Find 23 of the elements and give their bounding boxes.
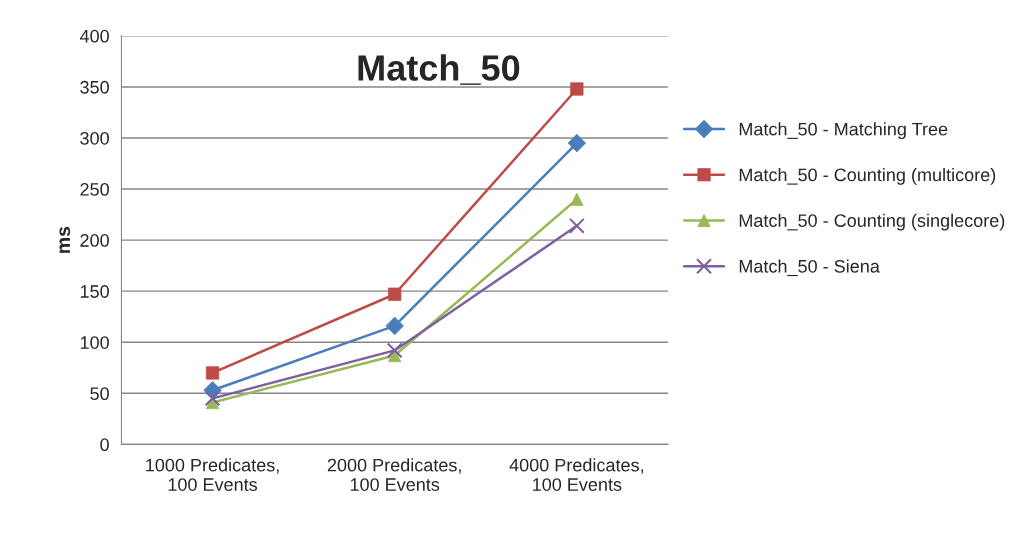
x-tick-label: 2000 Predicates, 100 Events <box>327 458 461 491</box>
y-tick-label: 250 <box>80 182 109 196</box>
y-tick-label: 150 <box>80 285 109 298</box>
y-tick-label: 400 <box>79 29 109 43</box>
point <box>568 217 585 234</box>
point <box>386 342 403 359</box>
x-tick-label: 1000 Predicates, 100 Events <box>146 458 279 491</box>
y-tick-label: 300 <box>80 131 109 145</box>
point <box>388 287 402 301</box>
x-tick-label: 4000 Predicates, 100 Events <box>509 458 643 491</box>
y-tick-label: 350 <box>80 80 109 94</box>
point <box>204 390 221 407</box>
legend-label: Match_50 - Counting (multicore) <box>739 168 996 185</box>
legend-label: Match_50 - Matching Tree <box>739 122 948 140</box>
legend-label: Match_50 - Siena <box>739 259 880 277</box>
y-tick-label: 200 <box>80 234 109 247</box>
y-tick-label: 0 <box>100 438 109 452</box>
y-axis-title: ms <box>59 226 71 253</box>
chart-title: Match_50 <box>358 54 520 85</box>
y-tick-label: 50 <box>90 387 109 401</box>
point <box>385 316 404 336</box>
y-tick-label: 100 <box>80 336 109 349</box>
legend-label: Match_50 - Counting (singlecore) <box>739 213 1005 231</box>
